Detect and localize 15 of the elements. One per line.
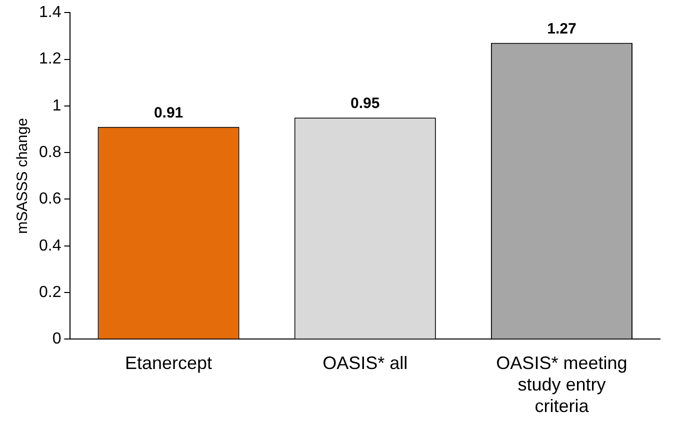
- x-tick-label: OASIS* meeting study entry criteria: [496, 352, 628, 416]
- data-label: 1.27: [547, 20, 576, 38]
- y-tick-label: 1.2: [38, 50, 62, 68]
- x-tick-label: Etanercept: [125, 352, 212, 373]
- y-tick-label: 0: [52, 330, 62, 348]
- x-tick-label: OASIS* all: [322, 352, 408, 373]
- y-axis-title: mSASSS change: [14, 118, 32, 234]
- data-label: 0.95: [350, 95, 380, 112]
- y-tick-label: 0.8: [38, 144, 62, 161]
- y-tick-label: 0.4: [38, 237, 62, 254]
- y-tick-label: 0.6: [38, 190, 62, 208]
- y-tick-label: 0.2: [38, 284, 62, 301]
- y-tick-label: 1.4: [38, 4, 62, 22]
- data-label: 0.91: [154, 104, 184, 122]
- y-tick-label: 1: [52, 97, 62, 114]
